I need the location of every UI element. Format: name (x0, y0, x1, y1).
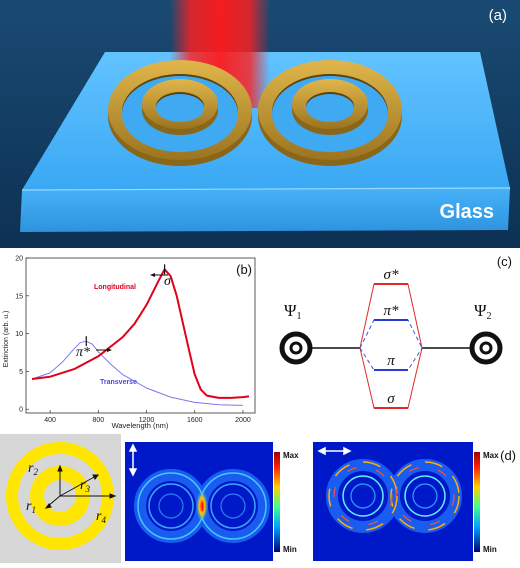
psi1-ring-icon (279, 331, 313, 365)
field-maps: r2 r1 r3 r4 Max Min (0, 434, 516, 563)
glass-edge (21, 187, 511, 191)
field-map-longitudinal-rings (326, 459, 462, 533)
panel-c-label: (c) (497, 254, 512, 269)
legend-transverse: Transverse (100, 379, 137, 386)
pi-star-connectors (359, 319, 423, 349)
colorbar-2-min: Min (483, 545, 497, 554)
r3-label: r3 (80, 478, 90, 494)
panel-d: r2 r1 r3 r4 Max Min (0, 432, 520, 563)
sigma-arrow-head (150, 273, 155, 277)
y-tick-label: 5 (19, 369, 23, 376)
right-ring-dimer (258, 60, 402, 166)
sigma-annotation: σ (164, 274, 172, 289)
panel-b-label: (b) (236, 262, 252, 277)
sigma-star-label: σ* (384, 267, 399, 283)
glass-front-face (20, 188, 510, 232)
sigma-label: σ (387, 391, 395, 407)
x-tick-label: 1600 (187, 417, 203, 424)
y-tick-label: 20 (15, 256, 23, 263)
r2-label: r2 (28, 461, 38, 477)
panel-b: 0 5 10 15 20 400 800 1200 1600 2000 Extinction (… (0, 252, 262, 430)
panel-c: (c) Ψ1 Ψ2 σ* π* π σ (262, 252, 520, 430)
plot-frame (25, 257, 256, 414)
colorbar-1-max: Max (283, 451, 299, 460)
pi-star-label: π* (383, 303, 399, 319)
pi-star-arrow-head (107, 348, 112, 352)
panel-a-label: (a) (489, 7, 507, 24)
r1-label: r1 (26, 499, 36, 515)
y-axis-label: Extinction (arb. u.) (3, 311, 10, 368)
hybridization-diagram: (c) Ψ1 Ψ2 σ* π* π σ (279, 254, 512, 409)
psi2-ring-icon (469, 331, 503, 365)
horizontal-polarization-icon (317, 446, 352, 456)
r4-label: r4 (96, 509, 106, 525)
pi-star-annotation: π* (76, 345, 90, 360)
x-tick-label: 400 (44, 417, 56, 424)
field-map-gap (202, 502, 204, 511)
colorbar-1 (274, 452, 280, 552)
y-tick-label: 15 (15, 293, 23, 300)
series-longitudinal (31, 268, 250, 399)
x-tick-label: 1200 (139, 417, 155, 424)
panel-d-label: (d) (500, 448, 516, 463)
x-axis-label: Wavelength (nm) (112, 421, 169, 430)
x-tick-label: 2000 (235, 417, 251, 424)
psi1-label: Ψ1 (284, 301, 302, 322)
colorbar-1-min: Min (283, 545, 297, 554)
x-tick-label: 800 (92, 417, 104, 424)
left-ring-dimer (108, 60, 252, 166)
psi2-label: Ψ2 (474, 301, 492, 322)
vertical-polarization-icon (128, 443, 138, 477)
panel-a: (a) Glass (0, 0, 520, 248)
glass-label: Glass (440, 201, 494, 223)
series-transverse (31, 340, 243, 406)
radius-arrows (44, 464, 117, 509)
y-tick-label: 0 (19, 407, 23, 414)
colorbar-2 (474, 452, 480, 552)
panel-a-scene: (a) Glass (0, 0, 520, 248)
pi-label: π (387, 353, 395, 369)
extinction-chart: 0 5 10 15 20 400 800 1200 1600 2000 Extinction (… (3, 256, 256, 430)
legend-longitudinal: Longitudinal (94, 284, 136, 291)
y-tick-label: 10 (15, 331, 23, 338)
colorbar-2-max: Max (483, 451, 499, 460)
